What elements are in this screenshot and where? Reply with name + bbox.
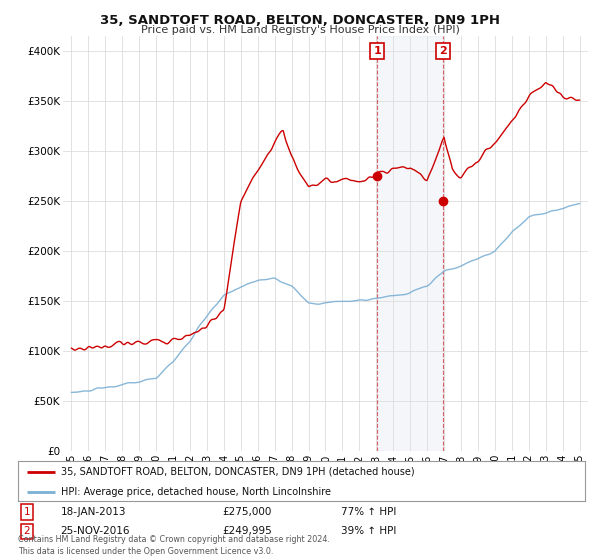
Text: 1: 1	[373, 46, 381, 56]
Text: £275,000: £275,000	[222, 507, 271, 517]
Bar	[377, 36, 443, 451]
Text: 35, SANDTOFT ROAD, BELTON, DONCASTER, DN9 1PH (detached house): 35, SANDTOFT ROAD, BELTON, DONCASTER, DN…	[61, 467, 414, 477]
Text: HPI: Average price, detached house, North Lincolnshire: HPI: Average price, detached house, Nort…	[61, 487, 331, 497]
Text: 77% ↑ HPI: 77% ↑ HPI	[341, 507, 397, 517]
Text: £249,995: £249,995	[222, 526, 272, 536]
Text: Price paid vs. HM Land Registry's House Price Index (HPI): Price paid vs. HM Land Registry's House …	[140, 25, 460, 35]
Text: Contains HM Land Registry data © Crown copyright and database right 2024.
This d: Contains HM Land Registry data © Crown c…	[18, 535, 330, 556]
Text: 39% ↑ HPI: 39% ↑ HPI	[341, 526, 397, 536]
Text: 18-JAN-2013: 18-JAN-2013	[61, 507, 126, 517]
Text: 35, SANDTOFT ROAD, BELTON, DONCASTER, DN9 1PH: 35, SANDTOFT ROAD, BELTON, DONCASTER, DN…	[100, 14, 500, 27]
Text: 2: 2	[23, 526, 30, 536]
Text: 2: 2	[439, 46, 446, 56]
Text: 1: 1	[23, 507, 30, 517]
Text: 25-NOV-2016: 25-NOV-2016	[61, 526, 130, 536]
